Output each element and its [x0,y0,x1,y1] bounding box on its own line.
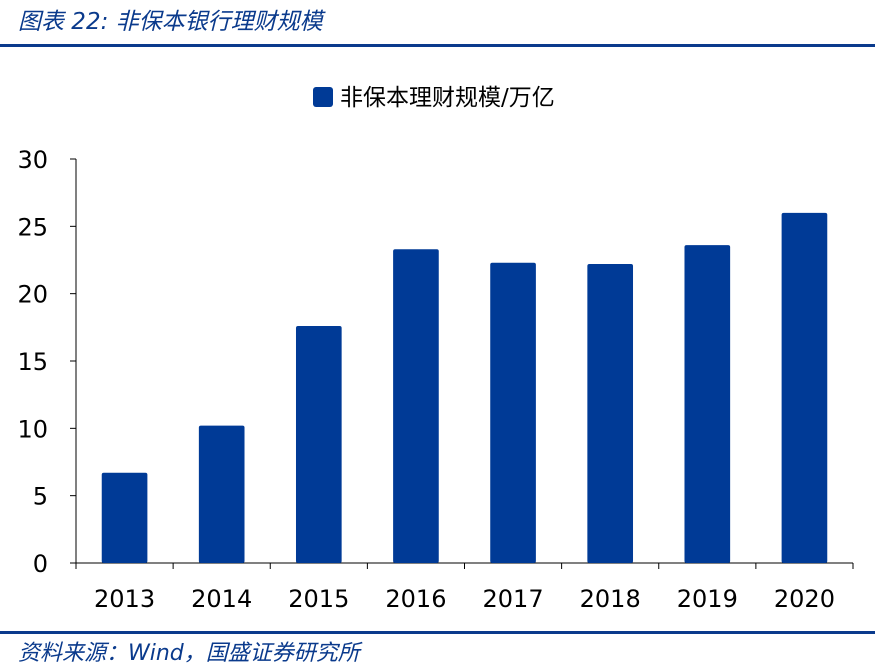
x-tick-label: 2015 [288,585,349,613]
y-tick-label: 0 [33,550,48,578]
bar-2017 [490,262,536,563]
y-tick-label: 15 [17,348,48,376]
y-tick-label: 10 [17,415,48,443]
y-tick-label: 30 [17,146,48,174]
y-axis: 0 5 10 15 20 25 30 [17,146,77,578]
x-tick-label: 2017 [483,585,544,613]
bar-2013 [101,472,148,563]
legend-swatch [313,87,333,107]
chart-legend: 非保本理财规模/万亿 [313,85,555,111]
x-tick-label: 2020 [774,585,835,613]
bar-2018 [587,264,634,563]
x-axis: 2013 2014 2015 2016 2017 2018 2019 2020 [75,562,854,613]
legend-label: 非保本理财规模/万亿 [340,85,555,111]
bar-2019 [684,245,731,564]
bar-2016 [393,249,439,563]
bar-2014 [198,425,245,563]
bar-series [101,212,828,564]
footer-rule [0,631,875,634]
figure-title: 图表 22: 非保本银行理财规模 [18,9,323,35]
x-tick-label: 2014 [191,585,252,613]
y-tick-label: 20 [17,281,48,309]
source-note: 资料来源：Wind，国盛证券研究所 [18,641,360,666]
x-tick-label: 2019 [677,585,738,613]
bar-2020 [781,212,828,563]
bar-2015 [295,325,342,563]
x-tick-label: 2013 [94,585,155,613]
y-tick-label: 5 [33,483,48,511]
x-tick-label: 2018 [580,585,641,613]
y-tick-label: 25 [17,213,48,241]
header-rule [0,44,875,47]
x-tick-label: 2016 [385,585,446,613]
